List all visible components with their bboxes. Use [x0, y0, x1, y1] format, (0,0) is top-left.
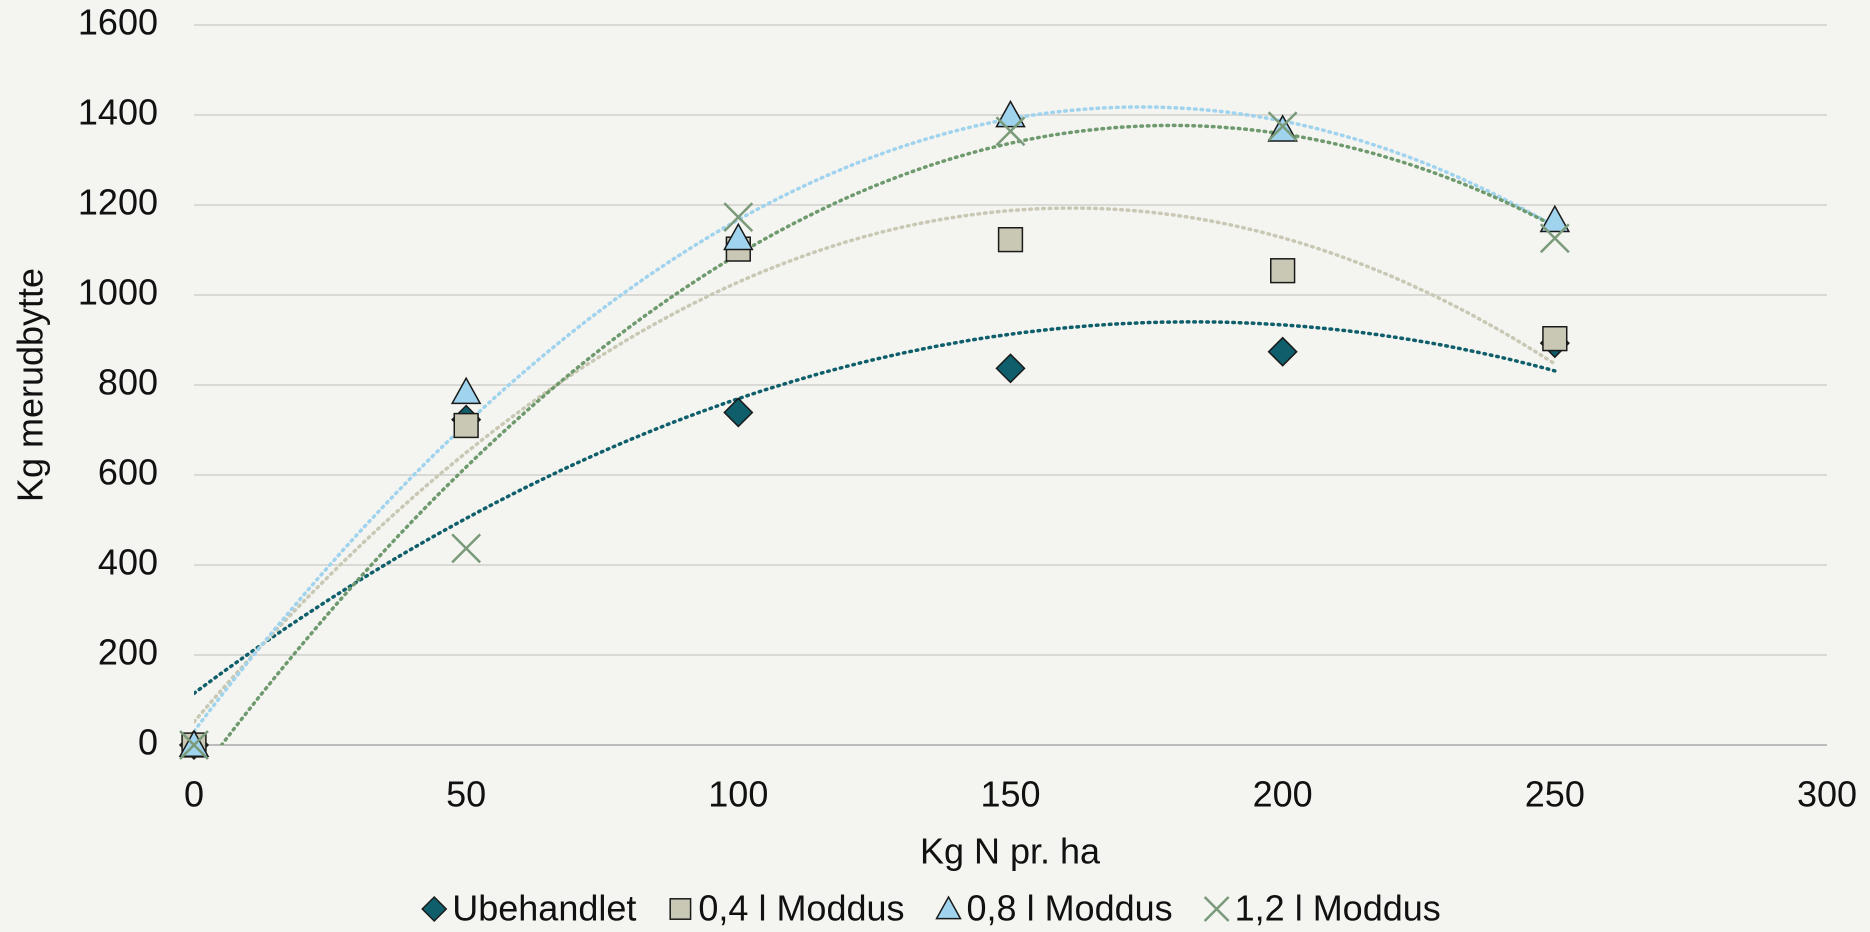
trendline [194, 105, 1557, 733]
marker-diamond [421, 895, 448, 923]
legend-item: 0,4 l Moddus [669, 888, 905, 929]
y-tick-label: 600 [98, 452, 158, 493]
legend-item: 1,2 l Moddus [1203, 888, 1441, 929]
marker-triangle [935, 895, 962, 920]
legend-item: 0,8 l Moddus [935, 888, 1173, 929]
marker-triangle [450, 376, 482, 405]
y-tick-label: 0 [138, 722, 158, 763]
legend: Ubehandlet 0,4 l Moddus 0,8 l Moddus 1,2 l … [421, 888, 1441, 929]
x-tick-label: 0 [184, 774, 204, 815]
marker-x [179, 730, 209, 760]
trendline [194, 320, 1557, 696]
legend-label: 0,8 l Moddus [967, 888, 1173, 929]
marker-x [723, 202, 754, 233]
marker-diamond [1267, 336, 1298, 367]
marker-x [451, 533, 482, 564]
plot-area [194, 105, 1557, 745]
y-tick-label: 1600 [78, 2, 158, 43]
marker-triangle [723, 222, 754, 251]
marker-triangle [1539, 204, 1571, 233]
marker-x [1539, 223, 1570, 254]
marker-square [669, 898, 692, 920]
y-tick-label: 200 [98, 632, 158, 673]
marker-square [1270, 258, 1296, 284]
x-tick-label: 150 [980, 774, 1040, 815]
legend-label: 1,2 l Moddus [1235, 888, 1441, 929]
marker-x [1203, 896, 1230, 922]
marker-square [453, 412, 479, 439]
y-axis-title: Kg merudbytte [10, 268, 51, 502]
trendline [194, 206, 1557, 724]
legend-label: Ubehandlet [452, 888, 636, 929]
x-axis-title: Kg N pr. ha [920, 831, 1101, 872]
marker-triangle [995, 99, 1026, 128]
x-tick-label: 200 [1253, 774, 1313, 815]
x-tick-label: 100 [708, 774, 768, 815]
x-tick-label: 50 [446, 774, 486, 815]
y-tick-label: 800 [98, 362, 158, 403]
legend-item: Ubehandlet [421, 888, 636, 929]
marker-square [1542, 326, 1568, 352]
marker-square [997, 227, 1024, 253]
y-tick-label: 1200 [78, 182, 158, 223]
x-tick-label: 300 [1797, 774, 1857, 815]
y-tick-label: 1000 [78, 272, 158, 313]
marker-diamond [723, 397, 754, 428]
legend-label: 0,4 l Moddus [698, 888, 904, 929]
marker-x [995, 116, 1026, 147]
x-tick-label: 250 [1525, 774, 1585, 815]
y-tick-label: 400 [98, 542, 158, 583]
marker-diamond [995, 353, 1026, 384]
y-tick-label: 1400 [78, 92, 158, 133]
marker-x [1267, 111, 1298, 142]
trendline [219, 123, 1557, 745]
